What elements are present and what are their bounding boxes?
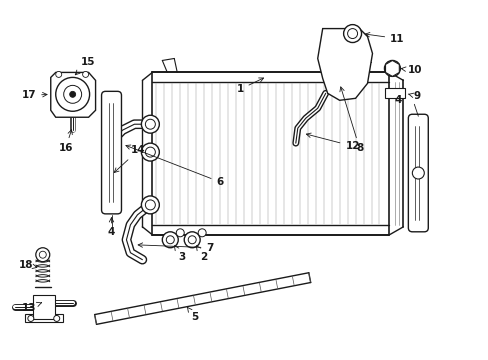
Text: 16: 16 (59, 130, 73, 153)
Circle shape (145, 200, 155, 210)
Circle shape (145, 147, 155, 157)
Circle shape (184, 232, 200, 248)
Text: 4: 4 (108, 227, 115, 237)
Circle shape (411, 167, 424, 179)
Circle shape (141, 143, 159, 161)
Text: 10: 10 (401, 66, 422, 76)
FancyBboxPatch shape (102, 91, 121, 214)
Text: 14: 14 (114, 145, 145, 172)
Circle shape (141, 196, 159, 214)
Text: 15: 15 (75, 58, 95, 75)
Circle shape (176, 229, 184, 237)
Circle shape (69, 91, 76, 97)
Text: 9: 9 (407, 91, 420, 101)
Text: 5: 5 (187, 307, 199, 323)
Text: 13: 13 (21, 302, 41, 312)
Circle shape (347, 28, 357, 39)
Text: 1: 1 (236, 78, 263, 94)
Circle shape (384, 60, 400, 76)
Polygon shape (317, 28, 372, 100)
Text: 2: 2 (196, 246, 207, 262)
Text: 18: 18 (19, 260, 37, 270)
Bar (385, 88, 405, 98)
Circle shape (166, 236, 174, 244)
Circle shape (56, 71, 61, 77)
Circle shape (63, 85, 81, 103)
Text: 12: 12 (306, 133, 359, 151)
Circle shape (188, 236, 196, 244)
Circle shape (36, 248, 50, 262)
Circle shape (56, 77, 89, 111)
Circle shape (198, 229, 206, 237)
Circle shape (82, 71, 88, 77)
Text: 6: 6 (126, 145, 224, 187)
Circle shape (54, 315, 60, 321)
Text: 3: 3 (174, 246, 185, 262)
Circle shape (39, 251, 46, 258)
Text: 7: 7 (138, 243, 213, 253)
Text: 8: 8 (339, 87, 363, 153)
Circle shape (343, 24, 361, 42)
Circle shape (387, 64, 396, 72)
Text: 4: 4 (394, 95, 401, 105)
FancyBboxPatch shape (407, 114, 427, 232)
Text: 17: 17 (21, 90, 47, 100)
Polygon shape (51, 72, 95, 117)
Text: 11: 11 (365, 32, 404, 44)
Circle shape (28, 315, 34, 321)
Polygon shape (385, 60, 399, 76)
Bar (25, 315, 62, 323)
Circle shape (162, 232, 178, 248)
Bar (33, 294, 55, 319)
Circle shape (145, 119, 155, 129)
Circle shape (141, 115, 159, 133)
